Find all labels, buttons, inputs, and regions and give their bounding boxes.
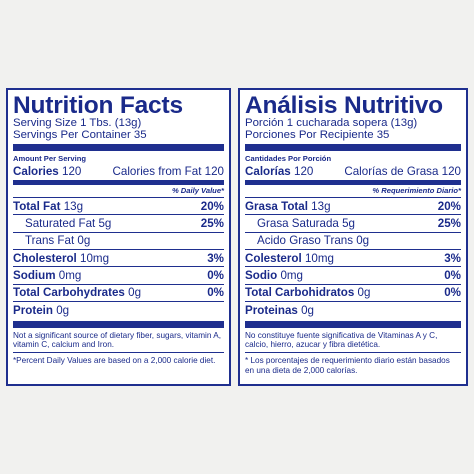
- total-fat-label: Grasa Total: [245, 199, 308, 213]
- trans-fat-row: Acido Graso Trans 0g: [245, 233, 461, 250]
- footnote-nutrients: No constituye fuente significativa de Vi…: [245, 330, 438, 349]
- servings-per-container: Porciones Por Recipiente 35: [245, 129, 390, 142]
- nutrition-facts-panel: Nutrition Facts Serving Size 1 Tbs. (13g…: [6, 88, 231, 386]
- servings-per-container: Servings Per Container 35: [13, 129, 147, 142]
- sodium-row: Sodium 0mg 0%: [13, 267, 224, 285]
- carbohydrates-row: Total Carbohidratos 0g 0%: [245, 285, 461, 303]
- calories-row: Calorías 120 Calorías de Grasa 120: [245, 164, 461, 181]
- cholesterol-value: 10mg: [80, 251, 110, 265]
- daily-value-header: % Requerimiento Diario*: [245, 185, 461, 198]
- sodium-row: Sodio 0mg 0%: [245, 267, 461, 285]
- panel-title: Nutrition Facts: [13, 92, 183, 119]
- saturated-fat: Grasa Saturada 5g: [257, 216, 355, 230]
- sodium-percent: 0%: [207, 269, 224, 283]
- panel-title: Análisis Nutritivo: [245, 92, 443, 119]
- cholesterol-percent: 3%: [207, 251, 224, 265]
- analisis-nutritivo-panel: Análisis Nutritivo Porción 1 cucharada s…: [238, 88, 468, 386]
- thick-divider: [245, 320, 461, 328]
- footnote-daily-values: * Los porcentajes de requerimiento diari…: [245, 352, 461, 375]
- calories-label: Calorías: [245, 165, 291, 179]
- cholesterol-row: Cholesterol 10mg 3%: [13, 250, 224, 268]
- thick-divider: [13, 143, 224, 151]
- total-fat-percent: 20%: [437, 199, 461, 213]
- daily-value-header: % Daily Value*: [13, 185, 224, 198]
- protein-value: 0g: [301, 303, 314, 317]
- sodium-value: 0mg: [58, 269, 82, 283]
- protein-value: 0g: [56, 303, 70, 317]
- carbohydrates-percent: 0%: [444, 286, 461, 300]
- carbohydrates-value: 0g: [128, 286, 142, 300]
- protein-row: Proteinas 0g: [245, 302, 461, 318]
- amount-per-serving-label: Cantidades Por Porción: [245, 153, 332, 163]
- calories-from-fat: Calorías de Grasa 120: [344, 165, 461, 179]
- total-fat-value: 13g: [63, 199, 84, 213]
- carbohydrates-label: Total Carbohidratos: [245, 286, 355, 300]
- saturated-fat-row: Grasa Saturada 5g 25%: [245, 215, 461, 233]
- carbohydrates-label: Total Carbohydrates: [13, 286, 125, 300]
- protein-label: Proteinas: [245, 303, 298, 317]
- medium-divider: [245, 180, 461, 185]
- trans-fat: Trans Fat 0g: [25, 234, 91, 248]
- saturated-fat-percent: 25%: [437, 216, 461, 230]
- cholesterol-label: Colesterol: [245, 251, 302, 265]
- total-fat-label: Total Fat: [13, 199, 61, 213]
- carbohydrates-row: Total Carbohydrates 0g 0%: [13, 285, 224, 303]
- saturated-fat: Saturated Fat 5g: [25, 216, 112, 230]
- trans-fat-row: Trans Fat 0g: [13, 233, 224, 250]
- saturated-fat-row: Saturated Fat 5g 25%: [13, 215, 224, 233]
- cholesterol-percent: 3%: [444, 251, 461, 265]
- sodium-value: 0mg: [280, 269, 303, 283]
- total-fat-row: Grasa Total 13g 20%: [245, 198, 461, 216]
- trans-fat: Acido Graso Trans 0g: [257, 234, 370, 248]
- sodium-label: Sodio: [245, 269, 278, 283]
- total-fat-percent: 20%: [200, 199, 224, 213]
- footnote-nutrients: Not a significant source of dietary fibe…: [13, 330, 221, 349]
- calories-label: Calories: [13, 165, 59, 179]
- medium-divider: [13, 180, 224, 185]
- carbohydrates-value: 0g: [357, 286, 371, 300]
- sodium-percent: 0%: [444, 269, 461, 283]
- calories-value: 120: [62, 165, 82, 179]
- thick-divider: [245, 143, 461, 151]
- sodium-label: Sodium: [13, 269, 56, 283]
- thick-divider: [13, 320, 224, 328]
- cholesterol-label: Cholesterol: [13, 251, 77, 265]
- calories-from-fat: Calories from Fat 120: [112, 165, 224, 179]
- amount-per-serving-label: Amount Per Serving: [13, 153, 86, 163]
- cholesterol-row: Colesterol 10mg 3%: [245, 250, 461, 268]
- calories-value: 120: [294, 165, 314, 179]
- total-fat-row: Total Fat 13g 20%: [13, 198, 224, 216]
- calories-row: Calories 120 Calories from Fat 120: [13, 164, 224, 181]
- cholesterol-value: 10mg: [304, 251, 334, 265]
- total-fat-value: 13g: [311, 199, 331, 213]
- carbohydrates-percent: 0%: [207, 286, 224, 300]
- serving-size: Porción 1 cucharada sopera (13g): [245, 117, 418, 129]
- protein-row: Protein 0g: [13, 302, 224, 318]
- serving-size: Serving Size 1 Tbs. (13g): [13, 117, 142, 129]
- protein-label: Protein: [13, 303, 53, 317]
- footnote-daily-values: *Percent Daily Values are based on a 2,0…: [13, 352, 224, 365]
- saturated-fat-percent: 25%: [200, 216, 224, 230]
